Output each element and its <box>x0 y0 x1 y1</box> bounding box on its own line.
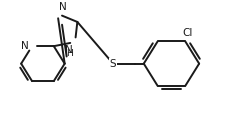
Text: Cl: Cl <box>182 28 192 38</box>
Text: N: N <box>60 2 67 12</box>
Text: S: S <box>110 59 116 69</box>
Text: H: H <box>66 49 73 58</box>
Text: N: N <box>65 45 73 55</box>
Text: N: N <box>21 41 29 51</box>
